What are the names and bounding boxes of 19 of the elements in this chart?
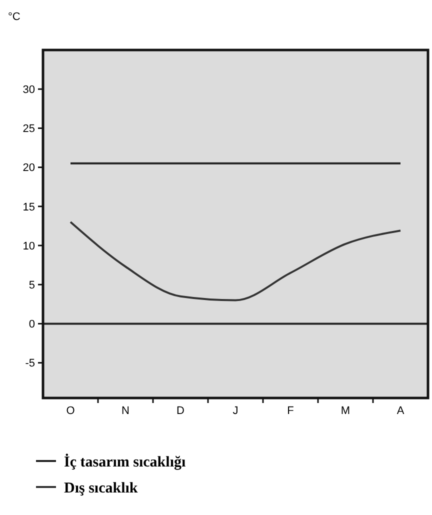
x-tick-label: F — [287, 405, 294, 417]
legend-label: İç tasarım sıcaklığı — [64, 453, 186, 470]
x-tick-label: A — [396, 405, 405, 417]
y-tick-label: 15 — [22, 201, 35, 214]
x-tick-label: M — [340, 405, 350, 417]
y-axis-title: °C — [8, 11, 20, 23]
y-tick-label: -5 — [25, 358, 35, 370]
y-tick-label: 5 — [28, 279, 35, 292]
x-tick-label: O — [66, 405, 76, 417]
x-tick-label: N — [122, 405, 130, 417]
y-tick-label: 25 — [22, 123, 35, 136]
y-tick-label: 10 — [22, 240, 35, 252]
y-tick-label: 20 — [22, 162, 35, 174]
x-tick-label: D — [176, 405, 185, 417]
line-series — [70, 221, 402, 302]
x-tick-label: J — [232, 405, 238, 417]
y-tick-label: 30 — [22, 84, 35, 96]
legend-label: Dış sıcaklık — [64, 480, 138, 496]
y-tick-label: 0 — [28, 318, 35, 331]
